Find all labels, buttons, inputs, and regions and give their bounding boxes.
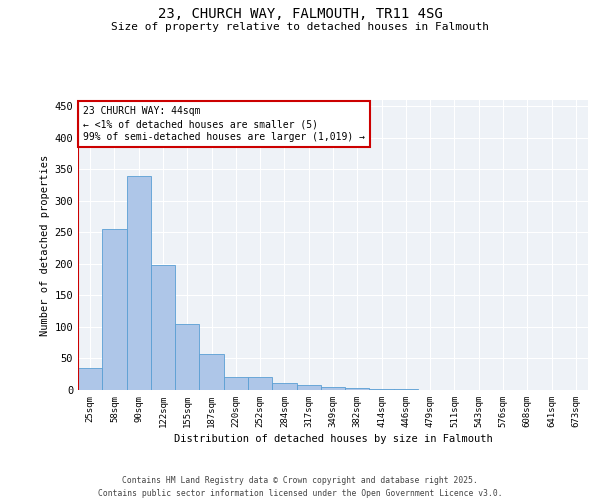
Bar bbox=[78, 368, 102, 390]
Y-axis label: Number of detached properties: Number of detached properties bbox=[40, 154, 50, 336]
Text: 23, CHURCH WAY, FALMOUTH, TR11 4SG: 23, CHURCH WAY, FALMOUTH, TR11 4SG bbox=[158, 8, 442, 22]
Text: 23 CHURCH WAY: 44sqm
← <1% of detached houses are smaller (5)
99% of semi-detach: 23 CHURCH WAY: 44sqm ← <1% of detached h… bbox=[83, 106, 365, 142]
Bar bbox=[102, 229, 127, 390]
Bar bbox=[370, 388, 394, 390]
Bar bbox=[127, 176, 151, 390]
Bar bbox=[296, 385, 321, 390]
Bar bbox=[175, 324, 199, 390]
Bar bbox=[345, 388, 370, 390]
X-axis label: Distribution of detached houses by size in Falmouth: Distribution of detached houses by size … bbox=[173, 434, 493, 444]
Text: Contains HM Land Registry data © Crown copyright and database right 2025.
Contai: Contains HM Land Registry data © Crown c… bbox=[98, 476, 502, 498]
Text: Size of property relative to detached houses in Falmouth: Size of property relative to detached ho… bbox=[111, 22, 489, 32]
Bar bbox=[321, 387, 345, 390]
Bar bbox=[151, 265, 175, 390]
Bar bbox=[199, 354, 224, 390]
Bar bbox=[224, 378, 248, 390]
Bar bbox=[272, 383, 296, 390]
Bar bbox=[248, 378, 272, 390]
